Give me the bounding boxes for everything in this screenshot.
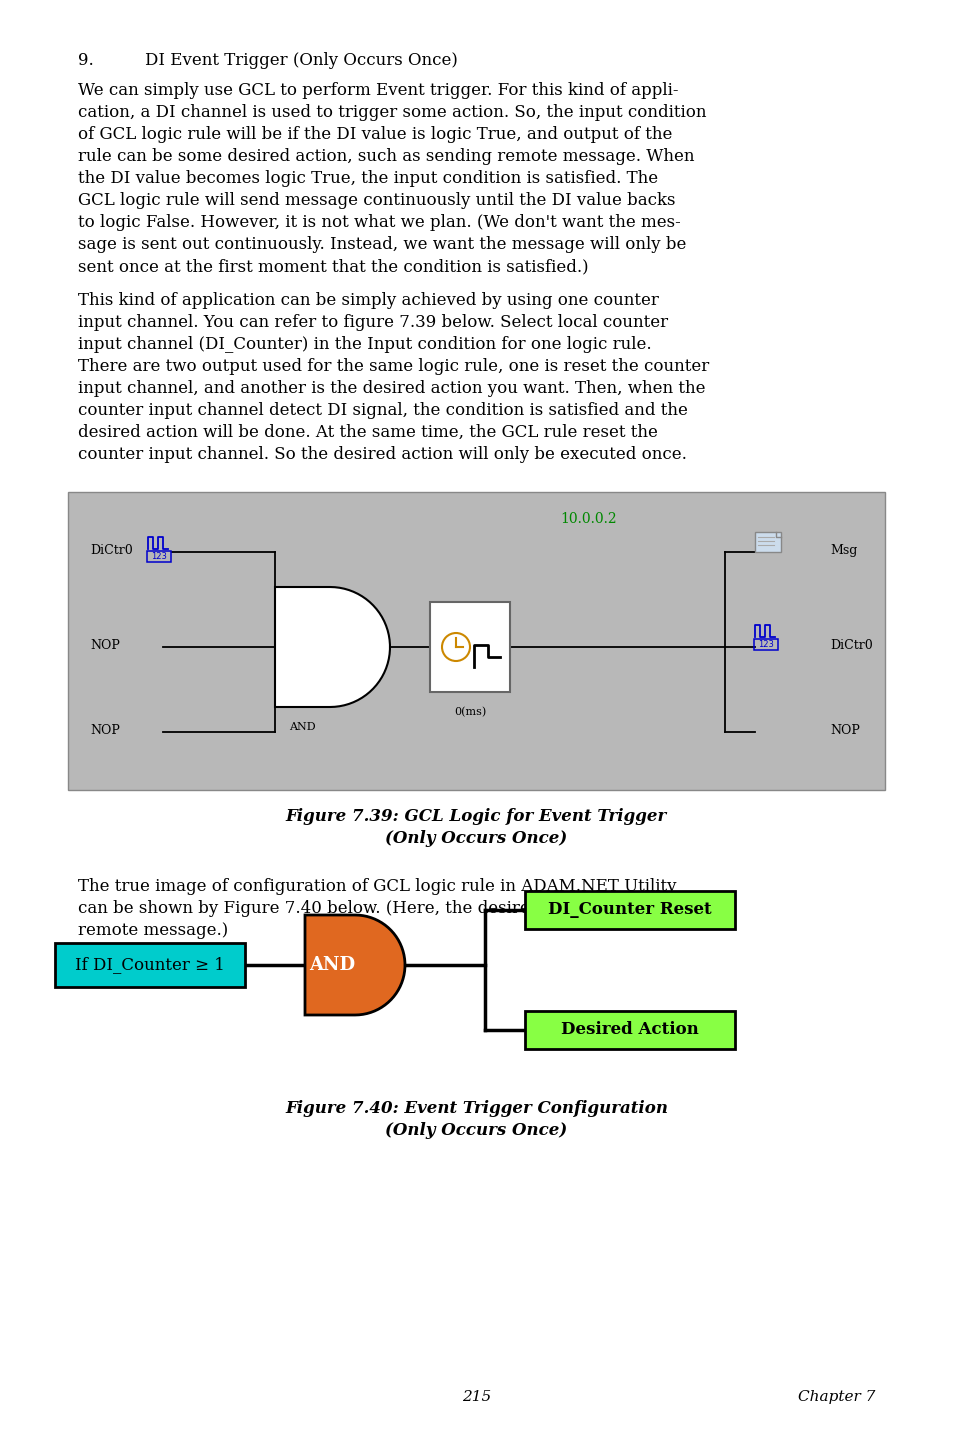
Text: NOP: NOP <box>90 639 120 652</box>
Text: If DI_Counter ≥ 1: If DI_Counter ≥ 1 <box>75 957 225 974</box>
Text: 123: 123 <box>151 552 167 561</box>
Text: input channel, and another is the desired action you want. Then, when the: input channel, and another is the desire… <box>78 380 705 398</box>
Text: Desired Action: Desired Action <box>560 1021 699 1038</box>
Text: (Only Occurs Once): (Only Occurs Once) <box>385 829 567 847</box>
Text: AND: AND <box>289 722 315 732</box>
Polygon shape <box>274 586 390 706</box>
Text: 123: 123 <box>758 641 773 649</box>
Text: input channel. You can refer to figure 7.39 below. Select local counter: input channel. You can refer to figure 7… <box>78 315 667 330</box>
Circle shape <box>441 633 470 661</box>
Text: rule can be some desired action, such as sending remote message. When: rule can be some desired action, such as… <box>78 147 694 164</box>
Text: (Only Occurs Once): (Only Occurs Once) <box>385 1123 567 1140</box>
Text: 0(ms): 0(ms) <box>454 706 486 718</box>
Text: Figure 7.39: GCL Logic for Event Trigger: Figure 7.39: GCL Logic for Event Trigger <box>286 808 666 825</box>
Text: There are two output used for the same logic rule, one is reset the counter: There are two output used for the same l… <box>78 358 708 375</box>
Text: Chapter 7: Chapter 7 <box>797 1390 874 1404</box>
Text: the DI value becomes logic True, the input condition is satisfied. The: the DI value becomes logic True, the inp… <box>78 170 658 187</box>
Text: 10.0.0.2: 10.0.0.2 <box>559 512 616 526</box>
Text: 9.: 9. <box>78 51 93 69</box>
Text: can be shown by Figure 7.40 below. (Here, the desired action is to send: can be shown by Figure 7.40 below. (Here… <box>78 899 682 917</box>
Text: NOP: NOP <box>90 724 120 736</box>
Bar <box>147 551 171 562</box>
Text: counter input channel. So the desired action will only be executed once.: counter input channel. So the desired ac… <box>78 446 686 463</box>
Polygon shape <box>305 915 404 1015</box>
Text: desired action will be done. At the same time, the GCL rule reset the: desired action will be done. At the same… <box>78 425 658 440</box>
Bar <box>55 942 245 987</box>
Text: sage is sent out continuously. Instead, we want the message will only be: sage is sent out continuously. Instead, … <box>78 236 685 253</box>
Text: cation, a DI channel is used to trigger some action. So, the input condition: cation, a DI channel is used to trigger … <box>78 104 706 122</box>
Text: remote message.): remote message.) <box>78 922 228 940</box>
Text: 215: 215 <box>462 1390 491 1404</box>
Text: sent once at the first moment that the condition is satisfied.): sent once at the first moment that the c… <box>78 257 588 275</box>
Text: DiCtr0: DiCtr0 <box>829 639 872 652</box>
Text: DI_Counter Reset: DI_Counter Reset <box>548 901 711 918</box>
Bar <box>430 602 510 692</box>
Text: counter input channel detect DI signal, the condition is satisfied and the: counter input channel detect DI signal, … <box>78 402 687 419</box>
Text: GCL logic rule will send message continuously until the DI value backs: GCL logic rule will send message continu… <box>78 192 675 209</box>
Text: Figure 7.40: Event Trigger Configuration: Figure 7.40: Event Trigger Configuration <box>285 1100 667 1117</box>
Text: of GCL logic rule will be if the DI value is logic True, and output of the: of GCL logic rule will be if the DI valu… <box>78 126 672 143</box>
Text: DI Event Trigger (Only Occurs Once): DI Event Trigger (Only Occurs Once) <box>145 51 457 69</box>
Text: to logic False. However, it is not what we plan. (We don't want the mes-: to logic False. However, it is not what … <box>78 214 680 232</box>
Bar <box>754 532 781 552</box>
Text: Msg: Msg <box>829 543 857 558</box>
Text: The true image of configuration of GCL logic rule in ADAM.NET Utility: The true image of configuration of GCL l… <box>78 878 676 895</box>
Text: AND: AND <box>309 957 355 974</box>
Text: NOP: NOP <box>829 724 859 736</box>
Text: input channel (DI_Counter) in the Input condition for one logic rule.: input channel (DI_Counter) in the Input … <box>78 336 651 353</box>
Bar <box>753 639 778 651</box>
Bar <box>524 1011 734 1050</box>
Text: This kind of application can be simply achieved by using one counter: This kind of application can be simply a… <box>78 292 659 309</box>
Bar <box>524 891 734 930</box>
Text: DiCtr0: DiCtr0 <box>90 543 132 558</box>
Text: We can simply use GCL to perform Event trigger. For this kind of appli-: We can simply use GCL to perform Event t… <box>78 82 678 99</box>
Bar <box>68 492 884 789</box>
